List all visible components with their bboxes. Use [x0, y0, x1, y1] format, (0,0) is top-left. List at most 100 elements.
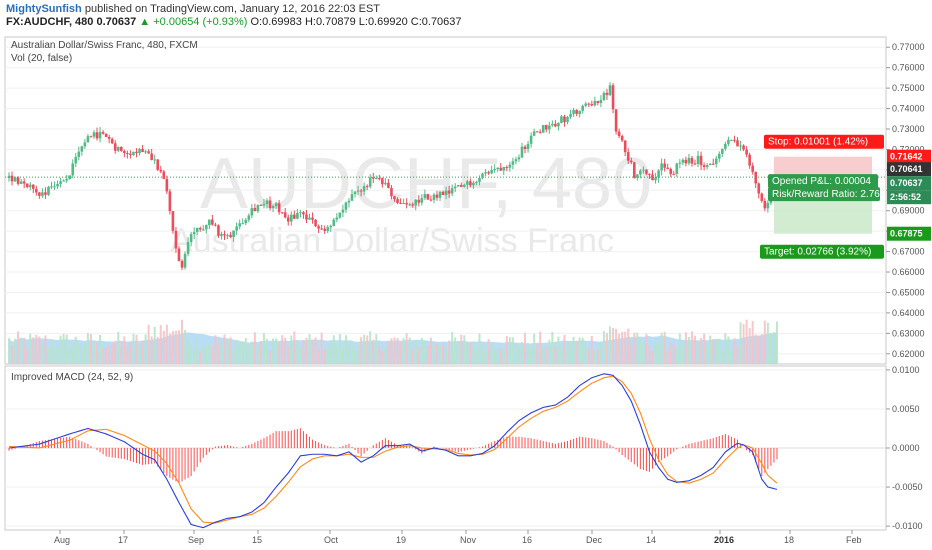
candle-body: [44, 192, 47, 195]
volume-bar: [618, 333, 621, 364]
price-change: ▲ +0.00654 (+0.93%): [139, 16, 248, 28]
volume-bar: [678, 333, 681, 364]
x-tick-label: Nov: [460, 535, 477, 545]
volume-bar: [615, 328, 618, 364]
candle-body: [730, 139, 733, 141]
candle-body: [459, 185, 463, 187]
volume-bar: [575, 340, 578, 364]
candle-body: [329, 225, 333, 228]
target-price-tag-bg: [887, 226, 931, 241]
volume-bar: [111, 343, 114, 364]
volume-bar: [62, 333, 65, 364]
watermark-name: Australian Dollar/Swiss Franc: [170, 222, 614, 260]
volume-bar: [694, 335, 697, 364]
candle-body: [490, 170, 493, 174]
candle-body: [368, 177, 372, 187]
volume-bar: [174, 330, 177, 364]
author-link[interactable]: MightySunfish: [6, 3, 82, 15]
candle-body: [511, 161, 515, 165]
volume-bar: [41, 344, 44, 364]
volume-bar: [187, 338, 190, 364]
candle-body: [599, 99, 603, 104]
candle-body: [241, 223, 245, 225]
candle-body: [472, 182, 475, 186]
volume-bar: [657, 343, 660, 364]
volume-bar: [700, 337, 703, 364]
volume-bar: [514, 344, 517, 364]
candle-body: [687, 157, 691, 164]
candle-body: [517, 157, 521, 160]
candle-body: [141, 148, 144, 153]
price-tick-label: 0.63000: [892, 328, 925, 338]
volume-bar: [593, 350, 596, 364]
candle-body: [666, 167, 669, 169]
candle-body: [271, 206, 275, 209]
volume-bar: [168, 333, 171, 364]
volume-bar: [11, 345, 14, 364]
candle-body: [587, 103, 591, 105]
low-value: L:0.69920: [358, 16, 408, 28]
volume-bar: [390, 338, 393, 364]
candle-body: [232, 230, 235, 237]
candle-body: [611, 85, 615, 110]
volume-bar: [223, 334, 226, 364]
candle-body: [387, 182, 390, 188]
candle-body: [289, 214, 293, 222]
candle-body: [544, 125, 548, 130]
macd-pane-title: Improved MACD (24, 52, 9): [11, 372, 133, 383]
volume-bar: [466, 344, 469, 364]
candle-body: [65, 179, 68, 181]
candle-body: [499, 167, 503, 171]
candle-body: [296, 212, 299, 219]
volume-bar: [439, 346, 442, 364]
volume-bar: [26, 347, 29, 364]
candle-body: [59, 181, 62, 184]
volume-bar: [250, 341, 253, 364]
volume-bar: [769, 333, 772, 364]
volume-bar: [742, 324, 745, 364]
volume-bar: [217, 341, 220, 364]
volume-bar: [177, 330, 180, 364]
volume-bar: [654, 343, 657, 364]
volume-bar: [220, 340, 223, 364]
candle-body: [754, 171, 758, 184]
candle-body: [153, 159, 157, 161]
volume-bar: [202, 345, 205, 364]
volume-bar: [396, 337, 399, 364]
candle-body: [672, 173, 676, 175]
x-tick-label: Feb: [846, 535, 862, 545]
volume-bar: [99, 334, 102, 364]
candle-body: [632, 162, 636, 178]
candle-body: [7, 175, 11, 179]
candle-body: [53, 186, 56, 188]
volume-bar: [757, 336, 760, 364]
volume-bar: [463, 335, 466, 364]
candle-body: [696, 155, 700, 165]
candle-body: [642, 169, 645, 171]
volume-bar: [730, 350, 733, 364]
volume-bar: [393, 337, 396, 364]
candle-body: [405, 203, 408, 205]
candle-body: [25, 183, 29, 188]
candle-body: [262, 203, 266, 206]
volume-bar: [745, 319, 748, 364]
volume-bar: [20, 337, 23, 364]
high-value: H:0.70879: [304, 16, 356, 28]
candle-body: [19, 181, 23, 184]
volume-bar: [457, 340, 460, 364]
stop-price-tag: 0.71642: [890, 152, 923, 162]
volume-bar: [563, 334, 566, 364]
candle-body: [396, 199, 399, 204]
candle-body: [317, 226, 320, 229]
candle-body: [341, 209, 345, 213]
price-tick-label: 0.64000: [892, 308, 925, 318]
candle-body: [441, 191, 445, 196]
entry-price-tag: 0.70641: [890, 164, 923, 174]
candle-body: [563, 116, 566, 123]
volume-bar: [92, 342, 95, 364]
candle-body: [365, 186, 369, 188]
volume-bar: [442, 344, 445, 364]
candle-body: [684, 159, 688, 164]
volume-bar: [545, 346, 548, 364]
